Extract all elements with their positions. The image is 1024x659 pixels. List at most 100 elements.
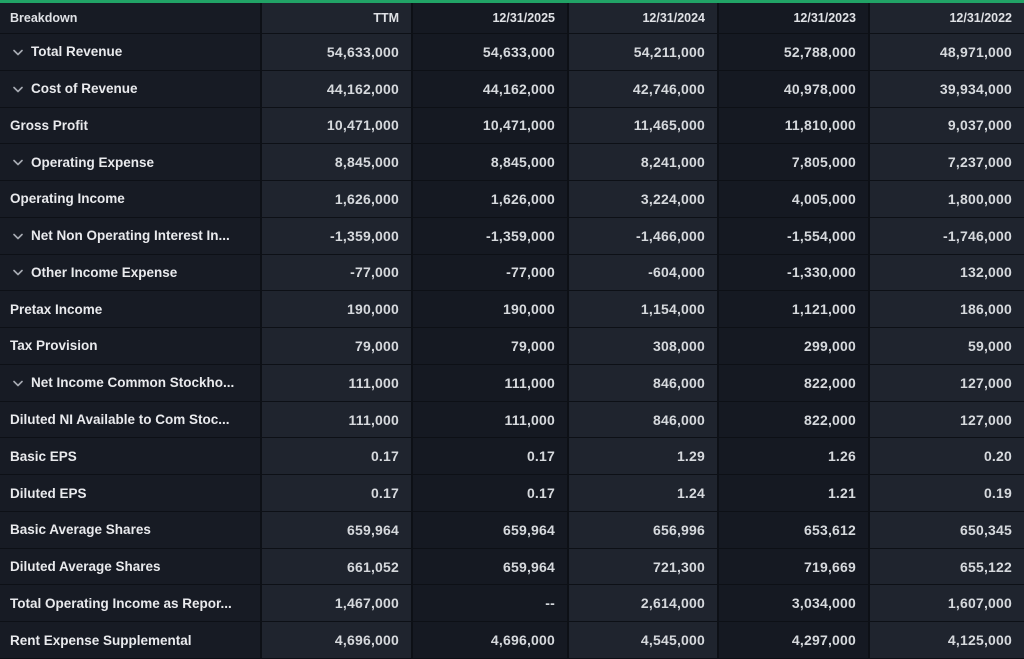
chevron-down-icon[interactable]	[13, 380, 23, 387]
row-label-gross-profit: Gross Profit	[0, 107, 262, 145]
cell-net-non-operating-interest-in-ttm: -1,359,000	[262, 217, 413, 255]
cell-diluted-ni-available-to-com-stoc-ttm: 111,000	[262, 401, 413, 439]
cell-tax-provision-2023: 299,000	[719, 328, 870, 365]
cell-diluted-ni-available-to-com-stoc-2022: 127,000	[870, 401, 1024, 439]
row-label-text: Other Income Expense	[31, 264, 178, 280]
cell-other-income-expense-2023: -1,330,000	[719, 254, 870, 292]
column-header-breakdown: Breakdown	[0, 3, 262, 34]
cell-net-income-common-stockho-2022: 127,000	[870, 364, 1024, 402]
cell-operating-income-2023: 4,005,000	[719, 181, 870, 218]
chevron-down-icon[interactable]	[13, 86, 23, 93]
cell-net-income-common-stockho-2024: 846,000	[569, 364, 719, 402]
cell-diluted-average-shares-2024: 721,300	[569, 548, 719, 586]
cell-rent-expense-supplemental-2023: 4,297,000	[719, 622, 870, 659]
cell-basic-average-shares-2023: 653,612	[719, 511, 870, 549]
cell-basic-average-shares-2022: 650,345	[870, 511, 1024, 549]
cell-cost-of-revenue-2022: 39,934,000	[870, 70, 1024, 108]
cell-total-revenue-2024: 54,211,000	[569, 34, 719, 71]
cell-diluted-average-shares-ttm: 661,052	[262, 548, 413, 586]
row-label-operating-expense[interactable]: Operating Expense	[0, 144, 262, 182]
row-label-basic-average-shares: Basic Average Shares	[0, 511, 262, 549]
cell-tax-provision-2022: 59,000	[870, 328, 1024, 365]
cell-diluted-ni-available-to-com-stoc-2025: 111,000	[413, 401, 569, 439]
row-label-pretax-income: Pretax Income	[0, 291, 262, 329]
cell-net-non-operating-interest-in-2024: -1,466,000	[569, 217, 719, 255]
row-label-net-non-operating-interest-in[interactable]: Net Non Operating Interest In...	[0, 217, 262, 255]
cell-pretax-income-ttm: 190,000	[262, 291, 413, 329]
cell-net-income-common-stockho-2025: 111,000	[413, 364, 569, 402]
cell-diluted-eps-2022: 0.19	[870, 475, 1024, 512]
cell-gross-profit-2025: 10,471,000	[413, 107, 569, 145]
cell-other-income-expense-ttm: -77,000	[262, 254, 413, 292]
row-label-diluted-average-shares: Diluted Average Shares	[0, 548, 262, 586]
cell-diluted-average-shares-2023: 719,669	[719, 548, 870, 586]
cell-basic-average-shares-ttm: 659,964	[262, 511, 413, 549]
cell-gross-profit-2022: 9,037,000	[870, 107, 1024, 145]
cell-pretax-income-2022: 186,000	[870, 291, 1024, 329]
cell-cost-of-revenue-2024: 42,746,000	[569, 70, 719, 108]
cell-basic-eps-2025: 0.17	[413, 438, 569, 476]
column-header-12-31-2025: 12/31/2025	[413, 3, 569, 34]
column-header-ttm: TTM	[262, 3, 413, 34]
cell-operating-income-2024: 3,224,000	[569, 181, 719, 218]
row-label-text: Basic EPS	[10, 448, 77, 464]
row-label-diluted-ni-available-to-com-stoc: Diluted NI Available to Com Stoc...	[0, 401, 262, 439]
cell-pretax-income-2023: 1,121,000	[719, 291, 870, 329]
cell-operating-expense-2025: 8,845,000	[413, 144, 569, 182]
column-header-12-31-2023: 12/31/2023	[719, 3, 870, 34]
cell-net-non-operating-interest-in-2023: -1,554,000	[719, 217, 870, 255]
cell-operating-expense-2022: 7,237,000	[870, 144, 1024, 182]
cell-gross-profit-2023: 11,810,000	[719, 107, 870, 145]
row-label-text: Diluted NI Available to Com Stoc...	[10, 412, 230, 428]
cell-operating-expense-2023: 7,805,000	[719, 144, 870, 182]
financials-grid: Breakdown TTM 12/31/2025 12/31/2024 12/31/20…	[0, 3, 1024, 659]
row-label-total-operating-income-as-repor: Total Operating Income as Repor...	[0, 585, 262, 623]
chevron-down-icon[interactable]	[13, 159, 23, 166]
cell-diluted-eps-2024: 1.24	[569, 475, 719, 512]
row-label-rent-expense-supplemental: Rent Expense Supplemental	[0, 622, 262, 659]
cell-basic-average-shares-2025: 659,964	[413, 511, 569, 549]
cell-rent-expense-supplemental-2025: 4,696,000	[413, 622, 569, 659]
row-label-basic-eps: Basic EPS	[0, 438, 262, 476]
cell-total-operating-income-as-repor-ttm: 1,467,000	[262, 585, 413, 623]
row-label-text: Diluted EPS	[10, 485, 87, 501]
chevron-down-icon[interactable]	[13, 49, 23, 56]
cell-operating-income-2022: 1,800,000	[870, 181, 1024, 218]
cell-cost-of-revenue-2023: 40,978,000	[719, 70, 870, 108]
row-label-text: Tax Provision	[10, 338, 98, 354]
row-label-other-income-expense[interactable]: Other Income Expense	[0, 254, 262, 292]
cell-operating-expense-ttm: 8,845,000	[262, 144, 413, 182]
table-top-accent-bar	[0, 0, 1024, 3]
row-label-text: Diluted Average Shares	[10, 559, 161, 575]
cell-cost-of-revenue-ttm: 44,162,000	[262, 70, 413, 108]
cell-other-income-expense-2024: -604,000	[569, 254, 719, 292]
row-label-text: Total Revenue	[31, 44, 123, 60]
row-label-cost-of-revenue[interactable]: Cost of Revenue	[0, 70, 262, 108]
row-label-net-income-common-stockho[interactable]: Net Income Common Stockho...	[0, 364, 262, 402]
cell-cost-of-revenue-2025: 44,162,000	[413, 70, 569, 108]
cell-net-income-common-stockho-ttm: 111,000	[262, 364, 413, 402]
row-label-text: Rent Expense Supplemental	[10, 632, 192, 648]
cell-net-non-operating-interest-in-2022: -1,746,000	[870, 217, 1024, 255]
cell-total-operating-income-as-repor-2022: 1,607,000	[870, 585, 1024, 623]
cell-diluted-average-shares-2022: 655,122	[870, 548, 1024, 586]
row-label-text: Net Income Common Stockho...	[31, 375, 235, 391]
row-label-text: Operating Expense	[31, 154, 155, 170]
cell-basic-eps-2023: 1.26	[719, 438, 870, 476]
cell-rent-expense-supplemental-2022: 4,125,000	[870, 622, 1024, 659]
cell-total-revenue-2022: 48,971,000	[870, 34, 1024, 71]
column-header-12-31-2022: 12/31/2022	[870, 3, 1024, 34]
row-label-text: Operating Income	[10, 191, 125, 207]
row-label-text: Gross Profit	[10, 117, 89, 133]
row-label-total-revenue[interactable]: Total Revenue	[0, 34, 262, 71]
cell-pretax-income-2025: 190,000	[413, 291, 569, 329]
cell-total-revenue-2023: 52,788,000	[719, 34, 870, 71]
cell-total-revenue-ttm: 54,633,000	[262, 34, 413, 71]
cell-net-income-common-stockho-2023: 822,000	[719, 364, 870, 402]
chevron-down-icon[interactable]	[13, 269, 23, 276]
row-label-operating-income: Operating Income	[0, 181, 262, 218]
row-label-text: Pretax Income	[10, 301, 103, 317]
cell-total-operating-income-as-repor-2023: 3,034,000	[719, 585, 870, 623]
chevron-down-icon[interactable]	[13, 233, 23, 240]
